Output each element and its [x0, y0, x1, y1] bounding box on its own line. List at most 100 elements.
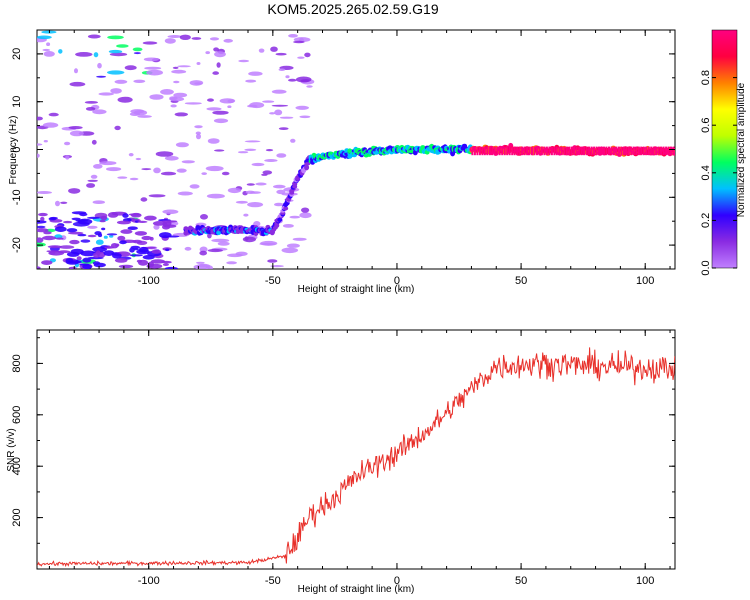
- noise-blob: [128, 153, 134, 157]
- noise-blob: [136, 259, 142, 263]
- ridge-core: [486, 146, 489, 156]
- noise-blob: [214, 51, 226, 58]
- noise-blob: [244, 236, 249, 241]
- noise-blob: [115, 243, 120, 247]
- noise-blob: [80, 239, 91, 243]
- noise-blob: [141, 168, 152, 171]
- noise-blob: [114, 258, 128, 263]
- noise-blob: [114, 125, 121, 131]
- ridge-core: [538, 146, 541, 156]
- noise-blob: [87, 34, 101, 39]
- noise-blob: [172, 66, 179, 69]
- noise-blob: [209, 37, 220, 41]
- noise-blob: [270, 46, 278, 52]
- noise-blob: [117, 96, 133, 103]
- noise-blob: [122, 213, 129, 218]
- noise-blob: [55, 237, 64, 240]
- noise-blob: [37, 237, 44, 243]
- noise-blob: [261, 173, 268, 176]
- ridge-core: [588, 146, 591, 156]
- noise-blob: [177, 65, 191, 68]
- noise-blob: [42, 235, 57, 241]
- noise-blob: [278, 127, 289, 130]
- y-tick-label: 800: [11, 354, 23, 372]
- noise-blob: [214, 149, 225, 152]
- snr-plot: -100 -50 0 50 100 800 600 400 200 Height of stra…: [6, 329, 676, 595]
- noise-blob: [264, 159, 278, 162]
- noise-blob: [258, 48, 265, 53]
- ridge-core: [560, 146, 563, 156]
- ridge-core: [481, 146, 484, 156]
- ridge-core: [540, 146, 543, 156]
- noise-blob: [247, 202, 264, 208]
- ridge-core: [471, 146, 474, 156]
- noise-blob: [238, 59, 250, 63]
- y-tick-label: 600: [11, 406, 23, 424]
- noise-blob: [135, 157, 142, 161]
- noise-blob: [251, 162, 265, 167]
- ridge-core: [627, 146, 630, 156]
- ridge-core: [585, 146, 588, 156]
- ridge-core: [513, 146, 516, 156]
- noise-blob: [301, 207, 310, 213]
- noise-blob: [37, 153, 40, 158]
- noise-blob: [91, 139, 97, 145]
- noise-blob: [235, 251, 248, 256]
- noise-blob: [133, 110, 148, 116]
- noise-blob: [270, 265, 284, 268]
- ridge-core: [610, 146, 613, 156]
- noise-blob: [196, 261, 205, 264]
- noise-blob: [153, 167, 161, 174]
- noise-blob: [144, 66, 162, 70]
- noise-blob: [124, 65, 137, 71]
- ridge-blob: [412, 149, 418, 156]
- noise-blob: [58, 245, 75, 249]
- noise-blob: [146, 263, 163, 269]
- noise-blob: [194, 125, 203, 129]
- noise-blob: [167, 35, 183, 38]
- noise-blob: [84, 101, 98, 104]
- noise-blob: [265, 149, 274, 152]
- noise-blob: [175, 142, 189, 148]
- noise-blob: [106, 167, 122, 172]
- noise-blob: [129, 177, 139, 181]
- noise-blob: [219, 98, 236, 104]
- ridge-core: [590, 146, 593, 156]
- noise-blob: [306, 85, 313, 88]
- noise-blob: [80, 250, 97, 257]
- noise-blob: [237, 151, 249, 154]
- noise-blob: [217, 241, 230, 246]
- noise-blob: [262, 100, 275, 103]
- noise-blob: [41, 260, 53, 265]
- noise-blob: [133, 52, 141, 55]
- noise-blob: [173, 80, 180, 84]
- noise-blob: [205, 51, 210, 55]
- noise-blob: [288, 34, 298, 38]
- noise-blob: [275, 52, 287, 56]
- noise-blob: [143, 57, 159, 62]
- noise-blob: [69, 239, 80, 245]
- noise-blob: [278, 68, 286, 71]
- ridge-core: [523, 146, 526, 156]
- noise-blob: [93, 164, 103, 169]
- noise-blob: [212, 110, 229, 115]
- noise-blob: [159, 232, 172, 239]
- noise-blob: [201, 172, 207, 176]
- noise-blob: [246, 183, 255, 186]
- colorbar-label: Normalized spectral amplitude: [736, 82, 747, 217]
- ridge-core: [496, 146, 499, 156]
- x-tick-label: 50: [515, 275, 527, 287]
- noise-blob: [103, 235, 108, 239]
- noise-blob: [133, 248, 139, 251]
- ridge-core: [580, 146, 583, 156]
- noise-blob: [132, 239, 143, 244]
- noise-blob: [47, 245, 63, 249]
- snr-ylabel: SNR (v/v): [6, 428, 17, 471]
- noise-blob: [112, 253, 122, 259]
- noise-blob: [68, 126, 83, 130]
- ridge-core: [550, 146, 553, 156]
- noise-blob: [271, 104, 289, 107]
- ridge-core: [578, 146, 581, 156]
- colorbar-tick-label: 0.8: [700, 70, 712, 85]
- ridge-core: [501, 146, 504, 156]
